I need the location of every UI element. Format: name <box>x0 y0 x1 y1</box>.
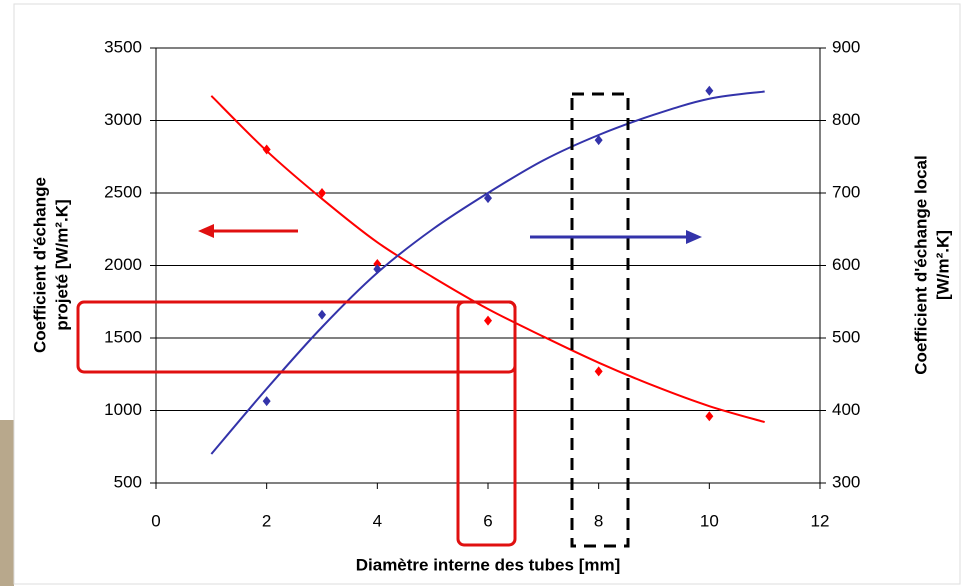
x-tick-label: 4 <box>373 511 382 530</box>
x-tick-label: 8 <box>594 511 603 530</box>
marker <box>262 396 271 407</box>
y-tick-label: 2500 <box>104 182 142 201</box>
marker <box>705 411 714 422</box>
marker <box>484 315 492 326</box>
photo-edge <box>0 420 14 586</box>
y-tick-label: 500 <box>114 472 142 491</box>
y2-tick-label: 900 <box>832 37 860 56</box>
marker <box>594 135 603 146</box>
annotations <box>76 92 702 548</box>
y2-axis-label-line: [W/m².K] <box>933 230 952 300</box>
y-axis-label: Coefficient d'échange projeté [W/m².K] <box>30 177 71 353</box>
x-tick-label: 10 <box>700 511 719 530</box>
y2-axis-label-line: Coefficient d'échange local <box>911 155 930 374</box>
y2-tick-label: 500 <box>832 327 860 346</box>
x-tick-label: 12 <box>811 511 830 530</box>
arrow-head <box>686 230 702 244</box>
y2-tick-label: 400 <box>832 400 860 419</box>
trend-line <box>210 95 765 424</box>
y2-tick-label: 700 <box>832 182 860 201</box>
marker <box>318 309 326 320</box>
marker <box>594 366 603 377</box>
marker <box>318 188 326 198</box>
marker <box>373 259 382 270</box>
y-tick-label: 3500 <box>104 37 142 56</box>
y-tick-label: 3000 <box>104 110 142 129</box>
y2-tick-label: 300 <box>832 472 860 491</box>
highlight-box <box>456 300 517 547</box>
y2-axis-label: Coefficient d'échange local [W/m².K] <box>911 155 952 374</box>
x-tick-label: 0 <box>151 511 160 530</box>
y-axis-label-line: projeté [W/m².K] <box>52 199 71 330</box>
y-tick-label: 1000 <box>104 400 142 419</box>
x-tick-label: 6 <box>483 511 492 530</box>
y-tick-label: 1500 <box>104 327 142 346</box>
y2-tick-label: 600 <box>832 255 860 274</box>
trend-line <box>210 90 765 455</box>
x-tick-label: 2 <box>262 511 271 530</box>
y2-tick-label: 800 <box>832 110 860 129</box>
marker <box>484 193 492 204</box>
y-axis-label-line: Coefficient d'échange <box>30 177 49 353</box>
x-axis-label: Diamètre interne des tubes [mm] <box>356 555 621 574</box>
marker <box>705 85 714 96</box>
arrow-head <box>198 224 214 238</box>
y-tick-label: 2000 <box>104 255 142 274</box>
dashed-box <box>570 92 630 548</box>
plot-area: 500 1000 1500 2000 2500 3000 3500 300 400 500 600 7… <box>104 37 860 530</box>
chart-frame <box>13 3 961 585</box>
